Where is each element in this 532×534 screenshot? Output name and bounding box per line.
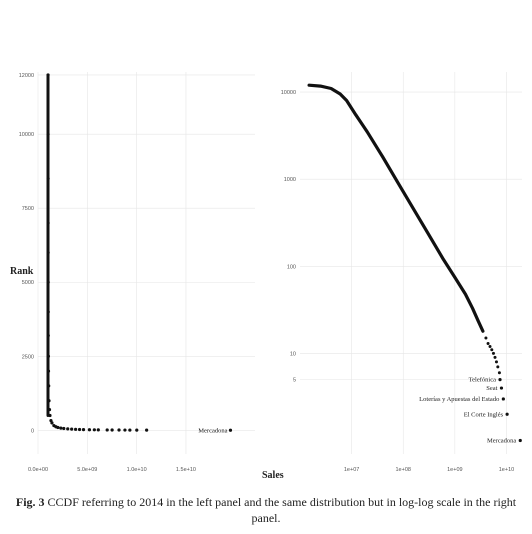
data-point bbox=[499, 386, 504, 390]
figure-number: Fig. 3 bbox=[15, 495, 45, 509]
y-tick-label: 12000 bbox=[19, 73, 34, 79]
data-point bbox=[110, 428, 114, 432]
data-point bbox=[70, 427, 74, 431]
data-point bbox=[92, 428, 96, 432]
data-point bbox=[501, 397, 505, 401]
data-point bbox=[494, 360, 498, 364]
y-tick-label: 2500 bbox=[22, 354, 34, 360]
y-tick-label: 7500 bbox=[22, 206, 34, 212]
data-point bbox=[46, 369, 51, 373]
data-point bbox=[484, 336, 488, 340]
annotation-label: Mercadona bbox=[487, 438, 516, 445]
data-point bbox=[47, 407, 52, 412]
data-point bbox=[493, 355, 497, 359]
x-tick-label: 1e+10 bbox=[499, 467, 514, 473]
x-tick-label: 0.0e+00 bbox=[28, 467, 48, 473]
data-point bbox=[81, 427, 86, 432]
data-point bbox=[128, 428, 132, 432]
y-tick-label: 5000 bbox=[22, 280, 34, 286]
data-point bbox=[46, 251, 50, 255]
data-point bbox=[488, 345, 492, 349]
data-point bbox=[77, 427, 82, 432]
data-point bbox=[123, 428, 127, 432]
data-point bbox=[491, 351, 495, 355]
annotation-label: Loterías y Apuestas del Estado bbox=[419, 396, 499, 403]
data-point bbox=[87, 428, 92, 432]
caption-text: CCDF referring to 2014 in the left panel… bbox=[44, 495, 517, 525]
x-axis-title: Sales bbox=[262, 470, 284, 481]
data-point bbox=[46, 132, 50, 136]
data-point bbox=[56, 425, 60, 430]
y-tick-label: 100 bbox=[287, 264, 296, 270]
data-point bbox=[105, 428, 109, 432]
x-tick-label: 1e+08 bbox=[396, 467, 411, 473]
data-point bbox=[135, 428, 139, 432]
data-point bbox=[46, 354, 50, 358]
data-point bbox=[145, 428, 149, 432]
annotation-label: Seat bbox=[486, 385, 497, 392]
annotation-label: Mercadona bbox=[198, 427, 227, 434]
data-point bbox=[46, 310, 50, 314]
data-point bbox=[46, 221, 50, 225]
data-point bbox=[46, 333, 50, 338]
data-point bbox=[46, 177, 50, 181]
data-point bbox=[96, 428, 100, 432]
left-panel: 0 2500 5000 7500 10000 12000 0.0e+00 5.0e+09 1.0… bbox=[19, 72, 255, 473]
y-tick-label: 10000 bbox=[19, 132, 34, 138]
data-point bbox=[498, 378, 502, 382]
data-curve bbox=[307, 83, 485, 333]
data-point bbox=[47, 399, 51, 403]
data-point bbox=[47, 384, 51, 388]
right-panel: 5 10 100 1000 10000 1e+07 1e+08 1e+09 1e+10 Telef… bbox=[281, 72, 522, 473]
data-point bbox=[518, 438, 522, 443]
data-point bbox=[62, 426, 66, 431]
y-tick-label: 5 bbox=[293, 378, 296, 384]
y-tick-label: 1000 bbox=[284, 177, 296, 183]
y-tick-label: 0 bbox=[31, 428, 34, 434]
x-tick-label: 5.0e+09 bbox=[77, 467, 97, 473]
data-point bbox=[117, 428, 121, 432]
y-axis-title: Rank bbox=[10, 266, 34, 277]
data-point bbox=[490, 348, 494, 352]
x-tick-label: 1.5e+10 bbox=[176, 467, 196, 473]
x-tick-label: 1e+07 bbox=[344, 467, 359, 473]
data-point bbox=[74, 427, 78, 431]
data-point bbox=[228, 428, 233, 432]
annotation-label: Telefónica bbox=[469, 377, 496, 384]
data-point bbox=[59, 426, 63, 430]
data-point bbox=[505, 412, 509, 416]
annotation-label: El Corte Inglés bbox=[464, 411, 504, 418]
data-point bbox=[486, 341, 490, 345]
data-point bbox=[50, 421, 54, 425]
data-point bbox=[66, 427, 70, 431]
x-tick-label: 1e+09 bbox=[447, 467, 462, 473]
y-tick-label: 10000 bbox=[281, 90, 296, 96]
data-point bbox=[496, 365, 500, 369]
figure-caption: Fig. 3 CCDF referring to 2014 in the lef… bbox=[0, 494, 532, 526]
data-point bbox=[46, 280, 50, 284]
y-tick-label: 10 bbox=[290, 351, 296, 357]
data-point bbox=[46, 73, 50, 77]
data-point bbox=[48, 413, 52, 418]
data-point bbox=[497, 371, 501, 375]
x-tick-label: 1.0e+10 bbox=[127, 467, 147, 473]
